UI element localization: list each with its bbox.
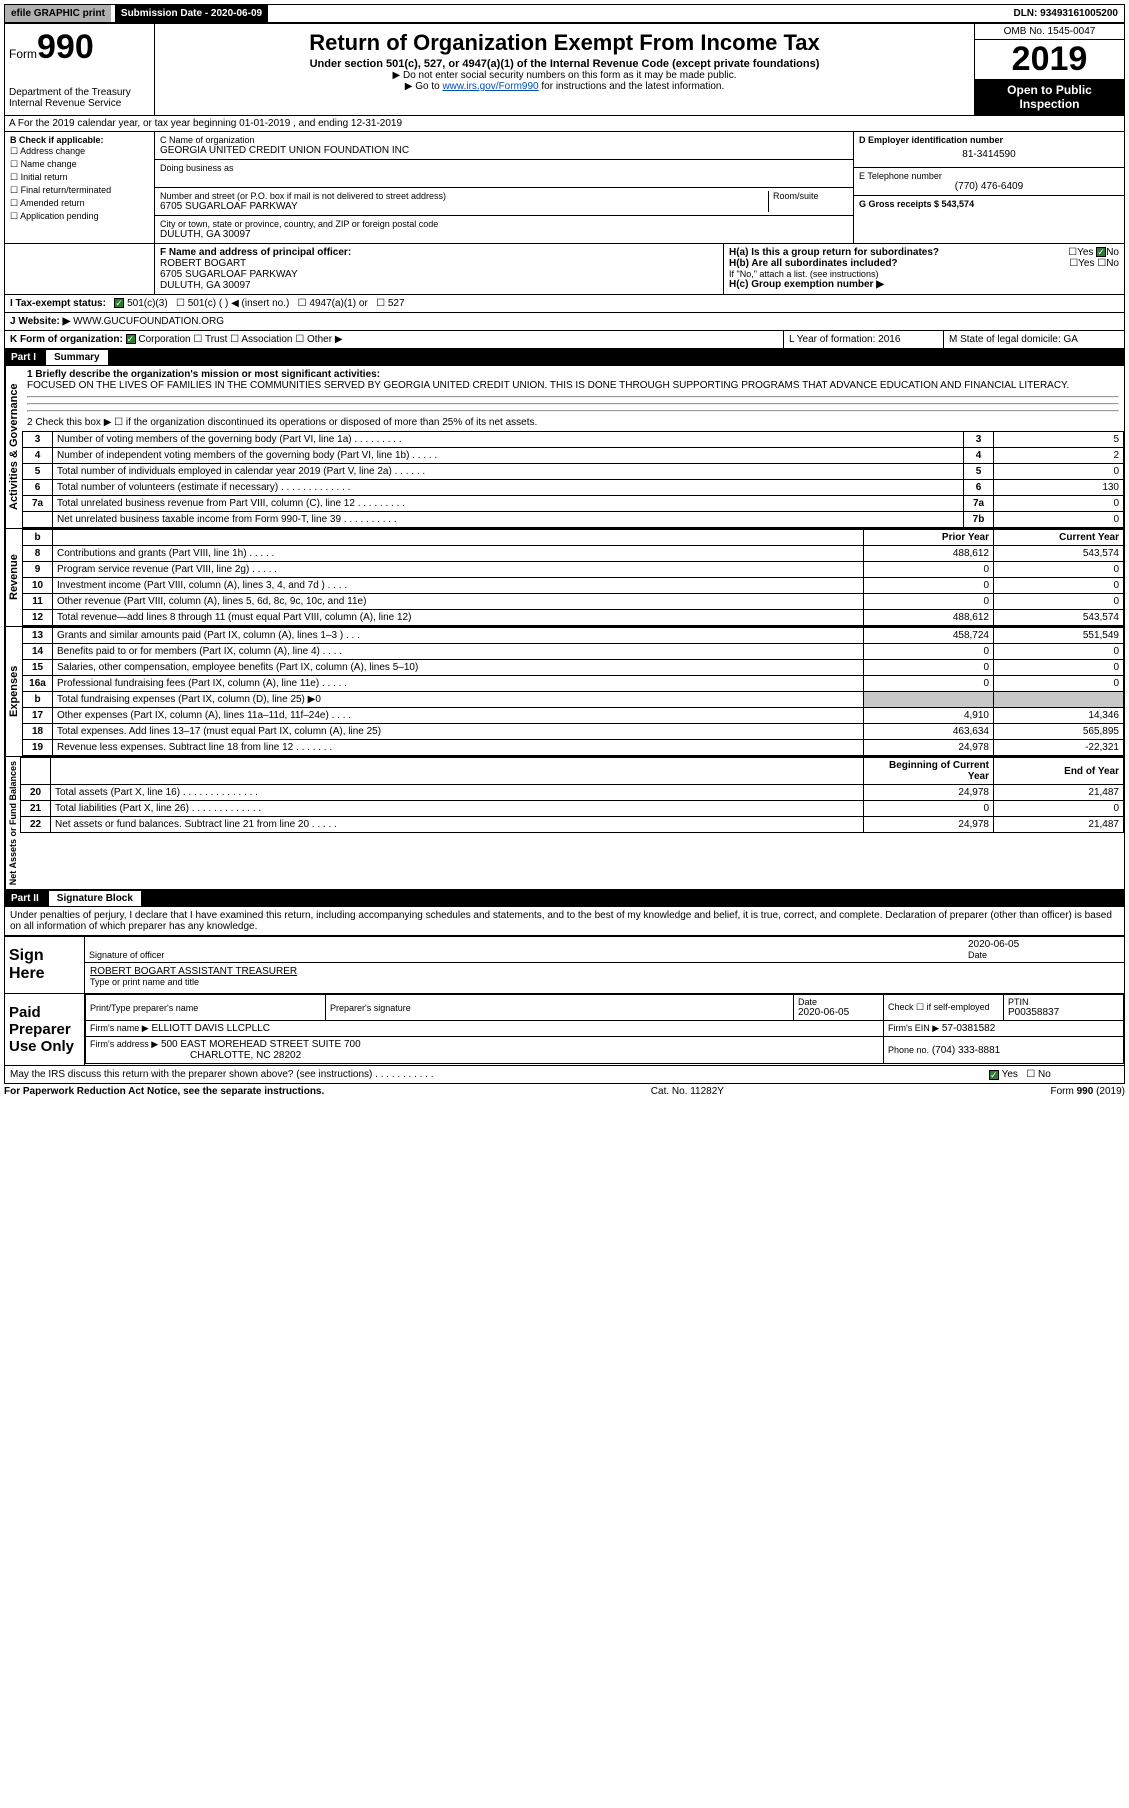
dln: DLN: 93493161005200 xyxy=(1007,5,1124,22)
perjury-text: Under penalties of perjury, I declare th… xyxy=(4,907,1125,936)
section-i: I Tax-exempt status: 501(c)(3) ☐ 501(c) … xyxy=(4,295,1125,313)
chk-amended[interactable]: ☐ Amended return xyxy=(10,197,149,210)
chk-name-change[interactable]: ☐ Name change xyxy=(10,158,149,171)
form-header: Form990 Department of the Treasury Inter… xyxy=(4,23,1125,116)
governance-table: 3Number of voting members of the governi… xyxy=(22,431,1124,528)
chk-501c3[interactable] xyxy=(114,298,124,308)
website: WWW.GUCUFOUNDATION.ORG xyxy=(73,316,224,327)
vtab-netassets: Net Assets or Fund Balances xyxy=(5,757,20,889)
netassets-section: Net Assets or Fund Balances Beginning of… xyxy=(4,757,1125,890)
paid-preparer-block: Paid Preparer Use Only Print/Type prepar… xyxy=(4,994,1125,1066)
chk-pending[interactable]: ☐ Application pending xyxy=(10,210,149,223)
netassets-table: Beginning of Current YearEnd of Year 20T… xyxy=(20,757,1124,833)
ein: 81-3414590 xyxy=(859,145,1119,164)
part1-header: Part I Summary xyxy=(4,349,1125,366)
phone: (770) 476-6409 xyxy=(859,181,1119,192)
mission-text: FOCUSED ON THE LIVES OF FAMILIES IN THE … xyxy=(27,380,1119,391)
section-deg: D Employer identification number 81-3414… xyxy=(854,132,1124,243)
open-public: Open to Public Inspection xyxy=(975,79,1124,115)
section-c: C Name of organization GEORGIA UNITED CR… xyxy=(155,132,854,243)
vtab-expenses: Expenses xyxy=(5,627,22,756)
chk-initial-return[interactable]: ☐ Initial return xyxy=(10,171,149,184)
dept-treasury: Department of the Treasury xyxy=(9,87,150,98)
section-b: B Check if applicable: ☐ Address change … xyxy=(5,132,155,243)
section-h: H(a) Is this a group return for subordin… xyxy=(724,244,1124,294)
topbar: efile GRAPHIC print Submission Date - 20… xyxy=(4,4,1125,23)
expenses-section: Expenses 13Grants and similar amounts pa… xyxy=(4,627,1125,757)
chk-final-return[interactable]: ☐ Final return/terminated xyxy=(10,184,149,197)
org-name: GEORGIA UNITED CREDIT UNION FOUNDATION I… xyxy=(160,145,848,156)
tax-year: 2019 xyxy=(975,40,1124,79)
irs-link[interactable]: www.irs.gov/Form990 xyxy=(442,81,538,92)
omb-number: OMB No. 1545-0047 xyxy=(975,24,1124,40)
form-title: Return of Organization Exempt From Incom… xyxy=(159,30,970,56)
irs: Internal Revenue Service xyxy=(9,98,150,109)
section-klm: K Form of organization: Corporation ☐ Tr… xyxy=(4,331,1125,349)
section-j: J Website: ▶ WWW.GUCUFOUNDATION.ORG xyxy=(4,313,1125,331)
year-formation: L Year of formation: 2016 xyxy=(784,331,944,348)
section-fh: F Name and address of principal officer:… xyxy=(4,244,1125,295)
revenue-section: Revenue bPrior YearCurrent Year 8Contrib… xyxy=(4,529,1125,627)
officer-name: ROBERT BOGART ASSISTANT TREASURER xyxy=(90,966,1119,977)
part1-body: Activities & Governance 1 Briefly descri… xyxy=(4,366,1125,529)
form-subtitle: Under section 501(c), 527, or 4947(a)(1)… xyxy=(159,58,970,70)
state-domicile: M State of legal domicile: GA xyxy=(944,331,1124,348)
section-bcd: B Check if applicable: ☐ Address change … xyxy=(4,132,1125,244)
part2-header: Part II Signature Block xyxy=(4,890,1125,907)
chk-ha-no[interactable] xyxy=(1096,247,1106,257)
vtab-revenue: Revenue xyxy=(5,529,22,626)
gross-receipts: G Gross receipts $ 543,574 xyxy=(859,199,1119,209)
chk-corp[interactable] xyxy=(126,334,136,344)
org-city: DULUTH, GA 30097 xyxy=(160,229,848,240)
sign-here-label: Sign Here xyxy=(5,937,85,993)
revenue-table: bPrior YearCurrent Year 8Contributions a… xyxy=(22,529,1124,626)
chk-address-change[interactable]: ☐ Address change xyxy=(10,145,149,158)
expenses-table: 13Grants and similar amounts paid (Part … xyxy=(22,627,1124,756)
vtab-governance: Activities & Governance xyxy=(5,366,22,528)
paid-preparer-label: Paid Preparer Use Only xyxy=(5,994,85,1065)
form-number: Form990 xyxy=(9,28,150,67)
submission-date: Submission Date - 2020-06-09 xyxy=(115,5,268,22)
section-f: F Name and address of principal officer:… xyxy=(155,244,724,294)
sign-here-block: Sign Here Signature of officer 2020-06-0… xyxy=(4,936,1125,994)
line-a: A For the 2019 calendar year, or tax yea… xyxy=(4,116,1125,132)
note-ssn: ▶ Do not enter social security numbers o… xyxy=(159,70,970,81)
efile-badge: efile GRAPHIC print xyxy=(5,5,111,22)
footer: For Paperwork Reduction Act Notice, see … xyxy=(4,1084,1125,1099)
org-address: 6705 SUGARLOAF PARKWAY xyxy=(160,201,768,212)
note-link: ▶ Go to www.irs.gov/Form990 for instruct… xyxy=(159,81,970,92)
chk-discuss-yes[interactable] xyxy=(989,1070,999,1080)
discuss-row: May the IRS discuss this return with the… xyxy=(4,1066,1125,1084)
